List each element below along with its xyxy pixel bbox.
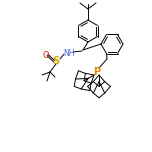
Text: NH: NH bbox=[63, 48, 75, 57]
Text: P: P bbox=[93, 67, 101, 77]
Text: O: O bbox=[43, 50, 49, 59]
Text: S: S bbox=[52, 56, 60, 66]
